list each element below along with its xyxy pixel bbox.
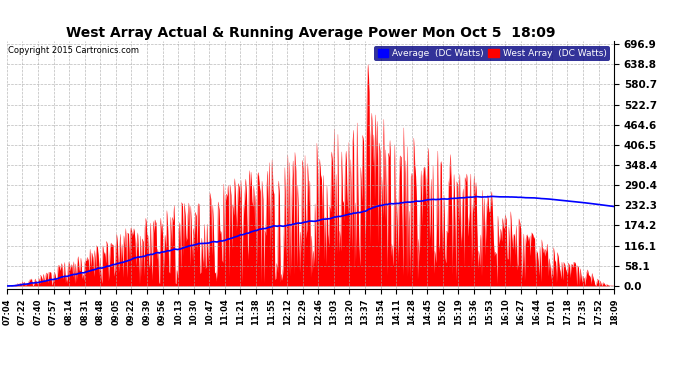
Title: West Array Actual & Running Average Power Mon Oct 5  18:09: West Array Actual & Running Average Powe… [66, 26, 555, 40]
Text: Copyright 2015 Cartronics.com: Copyright 2015 Cartronics.com [8, 46, 139, 55]
Legend: Average  (DC Watts), West Array  (DC Watts): Average (DC Watts), West Array (DC Watts… [375, 46, 609, 61]
